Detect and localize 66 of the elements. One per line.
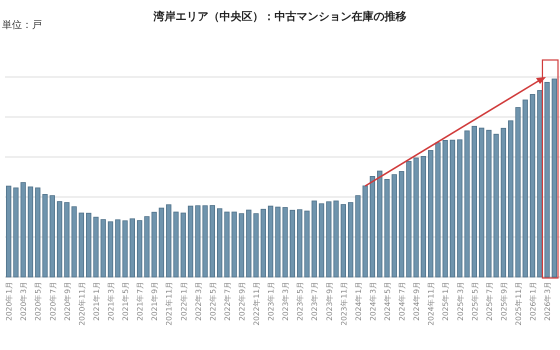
y-axis-title: 単位：戸 [2,19,42,31]
bar [42,194,48,278]
bar [180,212,186,278]
bar [195,205,200,278]
bar [224,212,230,278]
bar [56,201,62,278]
bar [384,178,390,278]
bar [35,188,40,278]
bar [428,150,434,278]
bar [435,142,441,278]
chart-title: 湾岸エリア（中央区）：中古マンション在庫の推移 [152,10,406,23]
bar [188,206,194,278]
bar [115,219,120,278]
bar [290,210,296,278]
bar [508,120,514,278]
bar [500,128,506,278]
bar [275,206,281,278]
bar [370,176,376,278]
bar [158,208,164,278]
bar [93,216,99,278]
bar [260,208,266,278]
bar [464,130,470,278]
bar [493,134,499,278]
bar [100,219,106,278]
bar [406,160,412,278]
bar [377,170,382,278]
bar [50,195,55,278]
bar [312,200,317,278]
bar [326,201,332,278]
bar [398,171,404,278]
bar [472,126,477,278]
bar [450,140,456,278]
bar [392,174,397,278]
bar [6,186,12,278]
bar [130,218,135,278]
bar [442,140,448,278]
bar [537,90,542,278]
bar [544,82,550,278]
bar [340,204,346,278]
bar [362,186,368,278]
bar [282,207,288,278]
bar [86,212,92,278]
bar [457,139,462,278]
bar [253,213,259,278]
bar [122,220,128,278]
bar [552,78,558,278]
bar [333,200,339,278]
bar [232,212,237,278]
bar [64,202,70,278]
bar [246,210,252,278]
bar [173,212,179,278]
bar [530,94,536,278]
bar [216,208,222,278]
bar [318,203,324,278]
bar [152,212,157,278]
bar [515,107,521,278]
bar [13,188,19,278]
bar [297,209,302,278]
bar [28,186,34,278]
bar [522,100,528,278]
bar [304,210,310,278]
bar [166,204,172,278]
bar [20,182,26,278]
bar [238,213,244,278]
bar [108,221,114,278]
bar [268,206,274,278]
